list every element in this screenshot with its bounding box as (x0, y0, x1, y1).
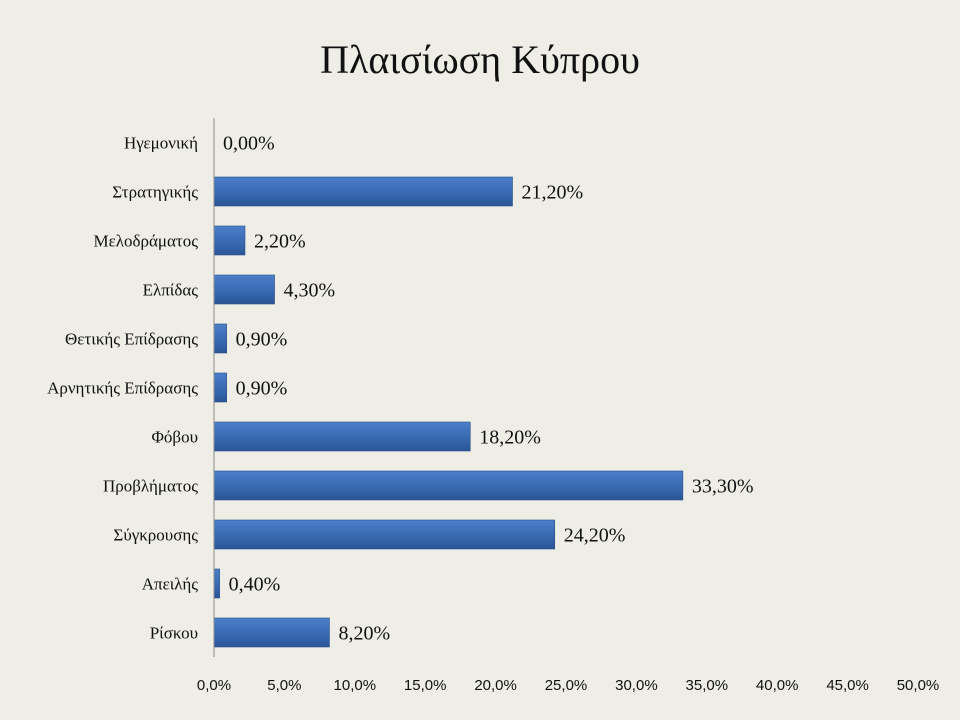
data-label: 33,30% (692, 476, 754, 498)
data-label: 18,20% (479, 427, 541, 449)
x-tick-label: 20,0% (474, 677, 517, 694)
data-label: 0,40% (229, 574, 281, 596)
bar-category-10 (213, 617, 330, 648)
data-label: 8,20% (338, 623, 390, 645)
category-label: Σύγκρουσης (113, 526, 198, 545)
category-label: Ελπίδας (143, 281, 199, 300)
bar-category-9 (213, 568, 220, 599)
category-label: Στρατηγικής (112, 183, 198, 202)
x-tick-label: 0,0% (197, 677, 231, 694)
x-tick-label: 10,0% (334, 677, 377, 694)
data-label: 0,90% (236, 378, 288, 400)
chart-title: Πλαισίωση Κύπρου (320, 37, 640, 82)
bar-category-5 (213, 372, 227, 403)
bars-layer (213, 176, 684, 648)
data-label: 4,30% (284, 280, 336, 302)
bar-category-7 (213, 470, 684, 501)
x-tick-label: 35,0% (686, 677, 729, 694)
category-label: Θετικής Επίδρασης (65, 330, 198, 349)
bar-category-4 (213, 323, 227, 354)
category-label: Φόβου (152, 428, 199, 447)
category-label: Προβλήματος (103, 477, 198, 496)
data-label: 2,20% (254, 231, 306, 253)
data-label: 21,20% (521, 182, 583, 204)
category-label: Ηγεμονική (124, 134, 198, 153)
category-label: Μελοδράματος (94, 232, 199, 251)
data-label: 24,20% (564, 525, 626, 547)
x-tick-label: 40,0% (756, 677, 799, 694)
bar-category-3 (213, 274, 275, 305)
x-tick-label: 30,0% (615, 677, 658, 694)
x-tick-label: 15,0% (404, 677, 447, 694)
x-tick-label: 25,0% (545, 677, 588, 694)
data-label: 0,90% (236, 329, 288, 351)
category-label: Ρίσκου (150, 624, 198, 643)
bar-category-6 (213, 421, 471, 452)
category-label: Αρνητικής Επίδρασης (47, 379, 198, 398)
x-tick-label: 50,0% (897, 677, 940, 694)
data-label: 0,00% (223, 133, 275, 155)
bar-category-8 (213, 519, 556, 550)
category-label: Απειλής (142, 575, 199, 594)
x-tick-label: 45,0% (826, 677, 869, 694)
labels-layer: Ηγεμονική 0,00% Στρατηγικής 21,20% Μελοδράμα… (47, 133, 939, 695)
bar-category-1 (213, 176, 513, 207)
x-tick-label: 5,0% (267, 677, 301, 694)
bar-category-2 (213, 225, 246, 256)
